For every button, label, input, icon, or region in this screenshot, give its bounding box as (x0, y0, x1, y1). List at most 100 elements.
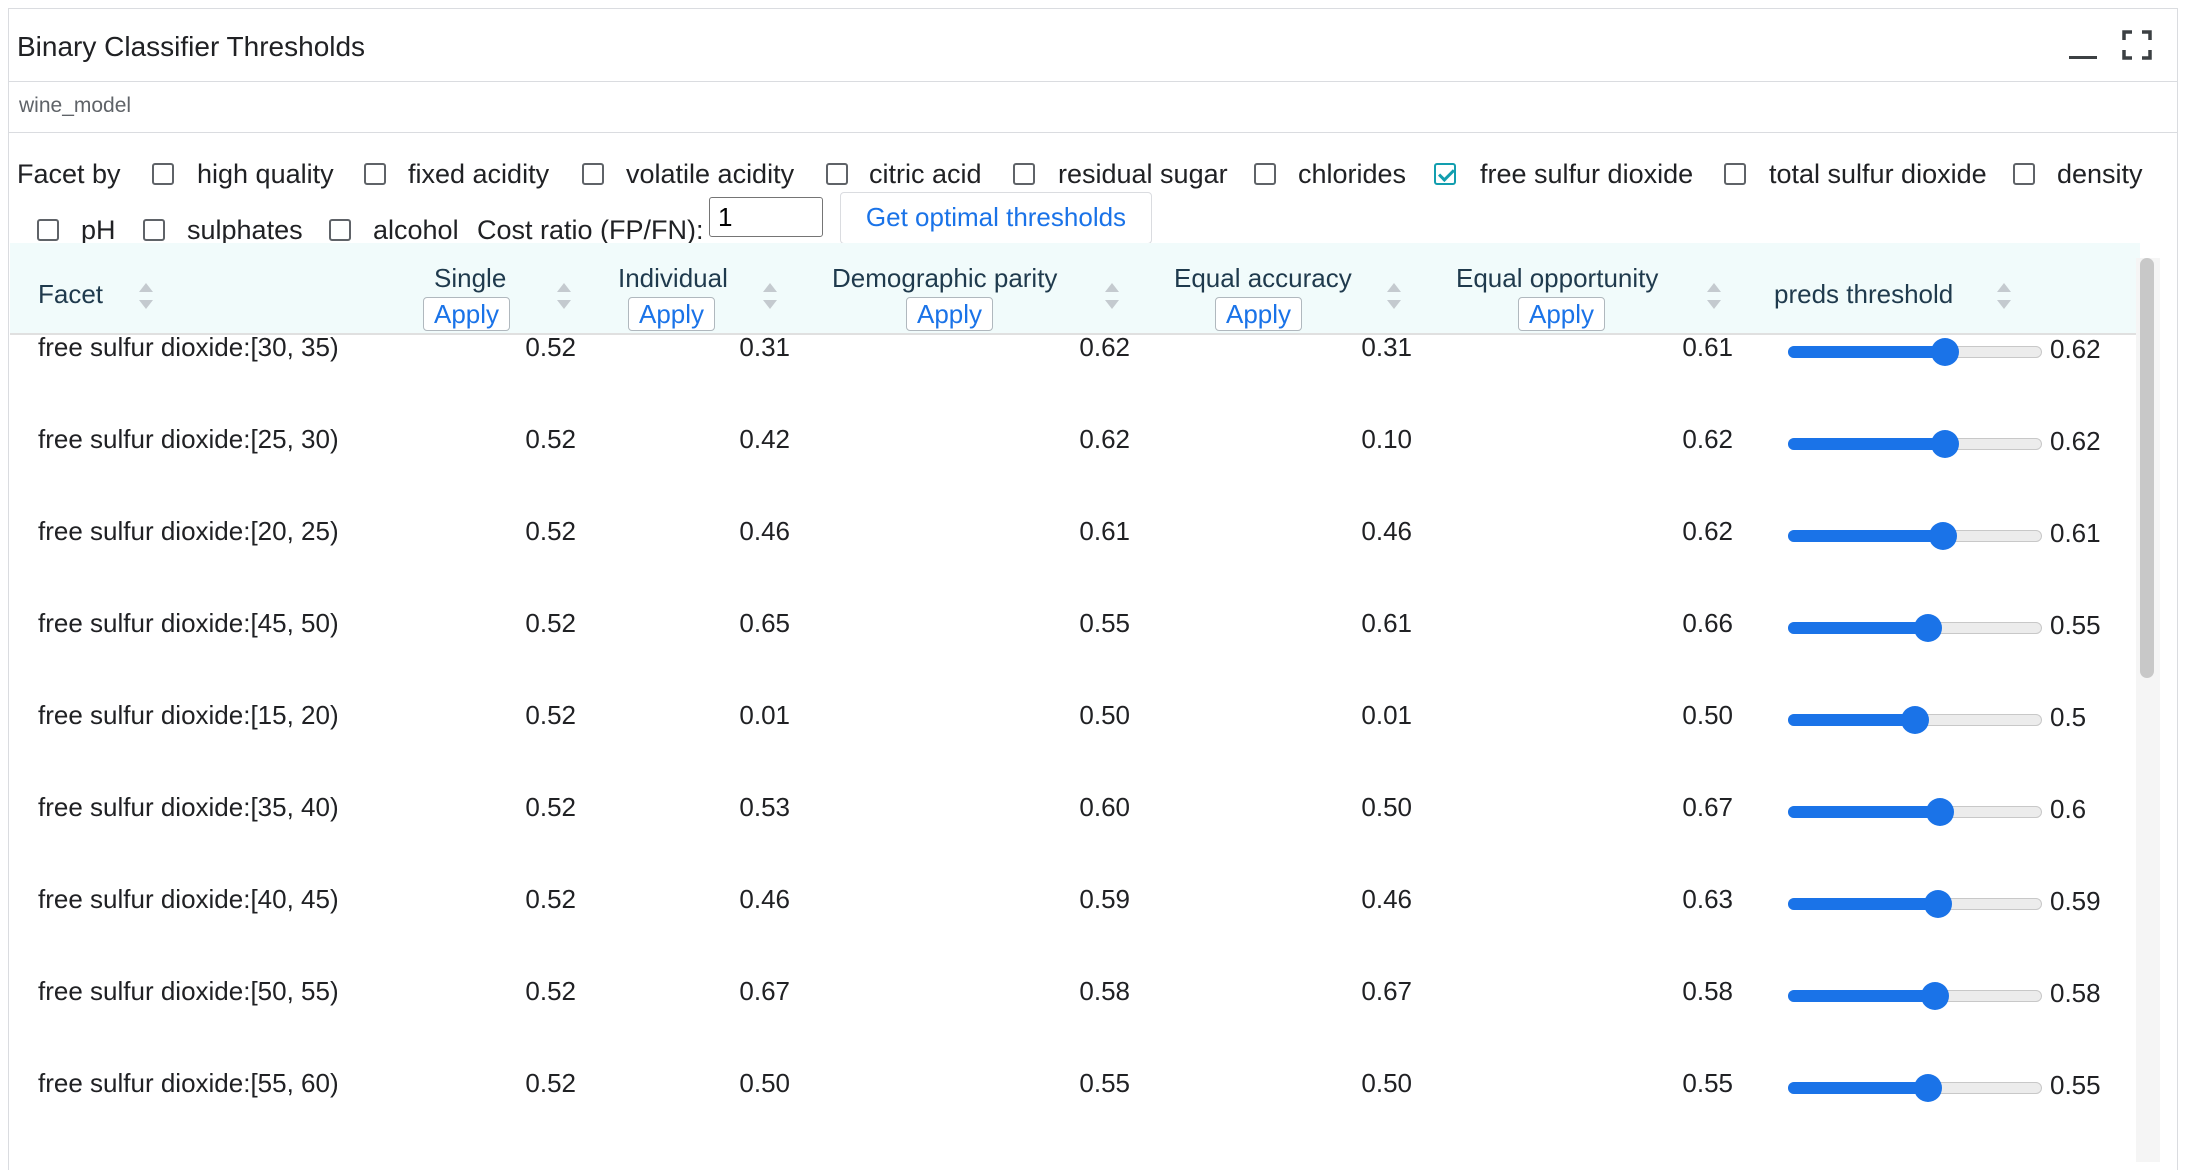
slider-thumb[interactable] (1931, 430, 1960, 458)
facet-checkbox-free-sulfur-dioxide[interactable] (1434, 163, 1456, 185)
slider-thumb[interactable] (1926, 798, 1955, 826)
facet-cell: free sulfur dioxide:[30, 35) (38, 332, 339, 362)
model-name: wine_model (19, 94, 132, 117)
single-cell: 0.52 (525, 1068, 576, 1098)
header-preds-threshold[interactable]: preds threshold (1774, 279, 1954, 309)
accuracy-cell: 0.67 (1361, 976, 1412, 1006)
table-row: free sulfur dioxide:[55, 60) 0.52 0.50 0.55… (10, 1036, 2140, 1128)
accuracy-cell: 0.46 (1361, 884, 1412, 914)
sort-icon[interactable] (138, 281, 154, 311)
header-facet[interactable]: Facet (38, 279, 104, 309)
single-cell: 0.52 (525, 976, 576, 1006)
table-row: free sulfur dioxide:[35, 40) 0.52 0.53 0.60… (10, 760, 2140, 852)
facet-checkbox-alcohol[interactable] (329, 219, 351, 241)
facet-checkbox-volatile-acidity[interactable] (582, 163, 604, 185)
demographic-cell: 0.55 (1079, 1068, 1130, 1098)
demographic-cell: 0.62 (1079, 424, 1130, 454)
preds-threshold-slider[interactable] (1788, 338, 2042, 366)
facet-cell: free sulfur dioxide:[40, 45) (38, 884, 339, 914)
table-row: free sulfur dioxide:[40, 45) 0.52 0.46 0.59… (10, 852, 2140, 944)
demographic-cell: 0.55 (1079, 608, 1130, 638)
facet-checkbox-chlorides[interactable] (1254, 163, 1276, 185)
facet-checkbox-ph[interactable] (37, 219, 59, 241)
minimize-icon[interactable] (2067, 29, 2099, 61)
sort-icon[interactable] (762, 281, 778, 311)
slider-fill (1788, 898, 1937, 910)
table-row: free sulfur dioxide:[25, 30) 0.52 0.42 0.62… (10, 392, 2140, 484)
sort-icon[interactable] (1104, 281, 1120, 311)
demographic-cell: 0.60 (1079, 792, 1130, 822)
facet-option-label: sulphates (187, 215, 303, 245)
preds-threshold-slider[interactable] (1788, 982, 2042, 1010)
header-demographic-parity: Demographic parity (832, 263, 1058, 293)
slider-thumb[interactable] (1921, 982, 1950, 1010)
get-optimal-thresholds-button[interactable]: Get optimal thresholds (840, 192, 1152, 244)
slider-thumb[interactable] (1931, 338, 1960, 366)
facet-checkbox-residual-sugar[interactable] (1013, 163, 1035, 185)
apply-individual-button[interactable]: Apply (628, 297, 716, 331)
scrollbar-thumb[interactable] (2140, 258, 2154, 678)
table-header: Facet Single Apply Individual Apply Demo… (10, 243, 2140, 335)
single-cell: 0.52 (525, 608, 576, 638)
preds-threshold-value: 0.55 (2050, 1070, 2101, 1100)
facet-option-label: volatile acidity (626, 159, 795, 189)
slider-fill (1788, 346, 1945, 358)
facet-cell: free sulfur dioxide:[55, 60) (38, 1068, 339, 1098)
preds-threshold-slider[interactable] (1788, 614, 2042, 642)
preds-threshold-slider[interactable] (1788, 890, 2042, 918)
fullscreen-icon[interactable] (2121, 29, 2153, 61)
accuracy-cell: 0.01 (1361, 700, 1412, 730)
accuracy-cell: 0.61 (1361, 608, 1412, 638)
opportunity-cell: 0.63 (1682, 884, 1733, 914)
table-row: free sulfur dioxide:[30, 35) 0.52 0.31 0.62… (10, 300, 2140, 392)
table-row: free sulfur dioxide:[20, 25) 0.52 0.46 0.61… (10, 484, 2140, 576)
facet-checkbox-high-quality[interactable] (152, 163, 174, 185)
sort-icon[interactable] (556, 281, 572, 311)
table-row: free sulfur dioxide:[45, 50) 0.52 0.65 0.55… (10, 576, 2140, 668)
sort-icon[interactable] (1386, 281, 1402, 311)
accuracy-cell: 0.50 (1361, 792, 1412, 822)
slider-thumb[interactable] (1928, 522, 1957, 550)
slider-thumb[interactable] (1913, 1074, 1942, 1102)
facet-by-label: Facet by (17, 159, 121, 189)
slider-fill (1788, 990, 1935, 1002)
single-cell: 0.52 (525, 884, 576, 914)
facet-checkbox-total-sulfur-dioxide[interactable] (1724, 163, 1746, 185)
preds-threshold-slider[interactable] (1788, 706, 2042, 734)
slider-fill (1788, 714, 1914, 726)
preds-threshold-value: 0.62 (2050, 426, 2101, 456)
accuracy-cell: 0.46 (1361, 516, 1412, 546)
opportunity-cell: 0.67 (1682, 792, 1733, 822)
individual-cell: 0.50 (739, 1068, 790, 1098)
facet-option-label: density (2057, 159, 2143, 189)
individual-cell: 0.53 (739, 792, 790, 822)
facet-option-label: pH (81, 215, 116, 245)
apply-single-button[interactable]: Apply (423, 297, 511, 331)
header-equal-opportunity: Equal opportunity (1456, 263, 1659, 293)
cost-ratio-input[interactable] (709, 197, 823, 237)
preds-threshold-slider[interactable] (1788, 798, 2042, 826)
facet-option-label: free sulfur dioxide (1480, 159, 1694, 189)
slider-thumb[interactable] (1923, 890, 1952, 918)
preds-threshold-slider[interactable] (1788, 1074, 2042, 1102)
facet-option-label: citric acid (869, 159, 982, 189)
facet-cell: free sulfur dioxide:[20, 25) (38, 516, 339, 546)
opportunity-cell: 0.55 (1682, 1068, 1733, 1098)
slider-thumb[interactable] (1913, 614, 1942, 642)
apply-equal-accuracy-button[interactable]: Apply (1215, 297, 1303, 331)
apply-equal-opportunity-button[interactable]: Apply (1518, 297, 1606, 331)
facet-checkbox-citric-acid[interactable] (826, 163, 848, 185)
opportunity-cell: 0.62 (1682, 424, 1733, 454)
preds-threshold-slider[interactable] (1788, 430, 2042, 458)
slider-thumb[interactable] (1901, 706, 1929, 734)
facet-checkbox-density[interactable] (2013, 163, 2035, 185)
apply-demographic-parity-button[interactable]: Apply (906, 297, 994, 331)
title-bar: Binary Classifier Thresholds (9, 9, 2177, 82)
demographic-cell: 0.58 (1079, 976, 1130, 1006)
facet-checkbox-fixed-acidity[interactable] (364, 163, 386, 185)
facet-checkbox-sulphates[interactable] (143, 219, 165, 241)
table-scrollbar[interactable] (2136, 258, 2160, 1162)
sort-icon[interactable] (1996, 281, 2012, 311)
preds-threshold-slider[interactable] (1788, 522, 2042, 550)
sort-icon[interactable] (1706, 281, 1722, 311)
